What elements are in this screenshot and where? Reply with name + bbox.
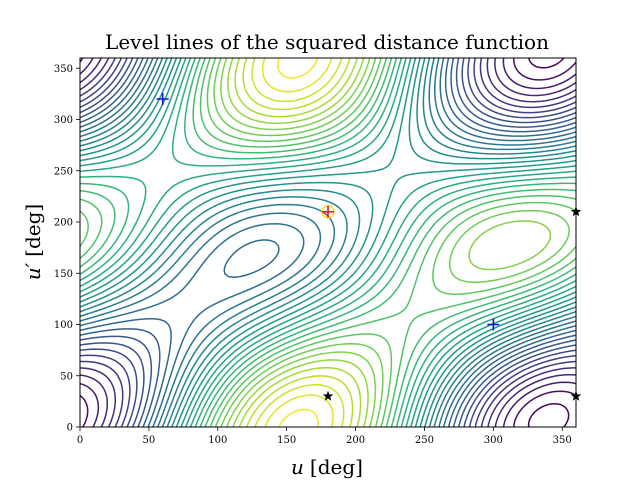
- x-tick-label: 0: [77, 435, 83, 446]
- contour-level: [227, 58, 369, 427]
- contour-level: [276, 58, 319, 427]
- y-tick-label: 350: [54, 64, 73, 75]
- minimum-marker: [487, 318, 500, 331]
- contour-level: [80, 58, 576, 427]
- contour-level: [80, 58, 576, 427]
- contour-level: [80, 58, 576, 427]
- y-tick-label: 50: [60, 371, 73, 382]
- contour-level: [80, 58, 576, 427]
- contour-level: [80, 58, 576, 427]
- contour-level: [80, 58, 576, 427]
- contour-level: [80, 58, 576, 427]
- contour-level: [80, 58, 576, 427]
- contour-level: [80, 58, 576, 427]
- x-tick-label: 150: [277, 435, 296, 446]
- contour-level: [80, 58, 576, 427]
- y-axis-variable: u′: [21, 262, 45, 280]
- contour-level: [80, 58, 576, 427]
- y-tick-label: 100: [54, 320, 73, 331]
- y-axis: 0 50 100 150 200 250 300 350: [54, 64, 80, 434]
- contour-lines: [80, 58, 576, 427]
- x-tick-label: 350: [553, 435, 572, 446]
- y-tick-label: 250: [54, 166, 73, 177]
- y-axis-unit: [deg]: [21, 204, 45, 257]
- y-tick-label: 300: [54, 115, 73, 126]
- contour-level: [261, 58, 334, 427]
- contour-level: [80, 58, 576, 427]
- minimum-marker: [156, 93, 169, 105]
- contour-level: [80, 58, 576, 427]
- chart-title: Level lines of the squared distance func…: [105, 30, 549, 54]
- y-tick-label: 200: [54, 218, 73, 229]
- contour-level: [80, 58, 576, 427]
- contour-level: [80, 58, 576, 427]
- contour-level: [80, 58, 576, 427]
- contour-level: [80, 58, 576, 427]
- y-axis-title: u′ [deg]: [21, 204, 45, 280]
- saddle-marker: [322, 390, 334, 401]
- contour-level: [80, 58, 576, 427]
- contour-level: [80, 58, 576, 427]
- contour-level: [80, 58, 576, 427]
- x-axis-variable: u: [291, 455, 304, 479]
- contour-level: [80, 58, 576, 427]
- x-tick-label: 100: [208, 435, 227, 446]
- x-tick-label: 300: [484, 435, 503, 446]
- contour-level: [234, 58, 362, 427]
- plot-frame: [79, 57, 577, 428]
- x-axis-unit: [deg]: [310, 455, 363, 479]
- contour-level: [80, 58, 576, 427]
- contour-level: [80, 58, 576, 427]
- x-tick-label: 250: [415, 435, 434, 446]
- contour-level: [251, 58, 345, 427]
- y-tick-label: 150: [54, 269, 73, 280]
- contour-level: [242, 58, 354, 427]
- x-tick-label: 50: [143, 435, 156, 446]
- contour-level: [80, 58, 576, 427]
- x-tick-label: 200: [346, 435, 365, 446]
- contour-level: [80, 58, 576, 427]
- x-axis: 0 50 100 150 200 250 300 350: [77, 427, 572, 446]
- contour-level: [220, 58, 552, 427]
- maximum-marker: [322, 205, 334, 218]
- y-tick-label: 0: [67, 423, 73, 434]
- x-axis-title: u [deg]: [291, 455, 363, 479]
- contour-level: [527, 58, 570, 427]
